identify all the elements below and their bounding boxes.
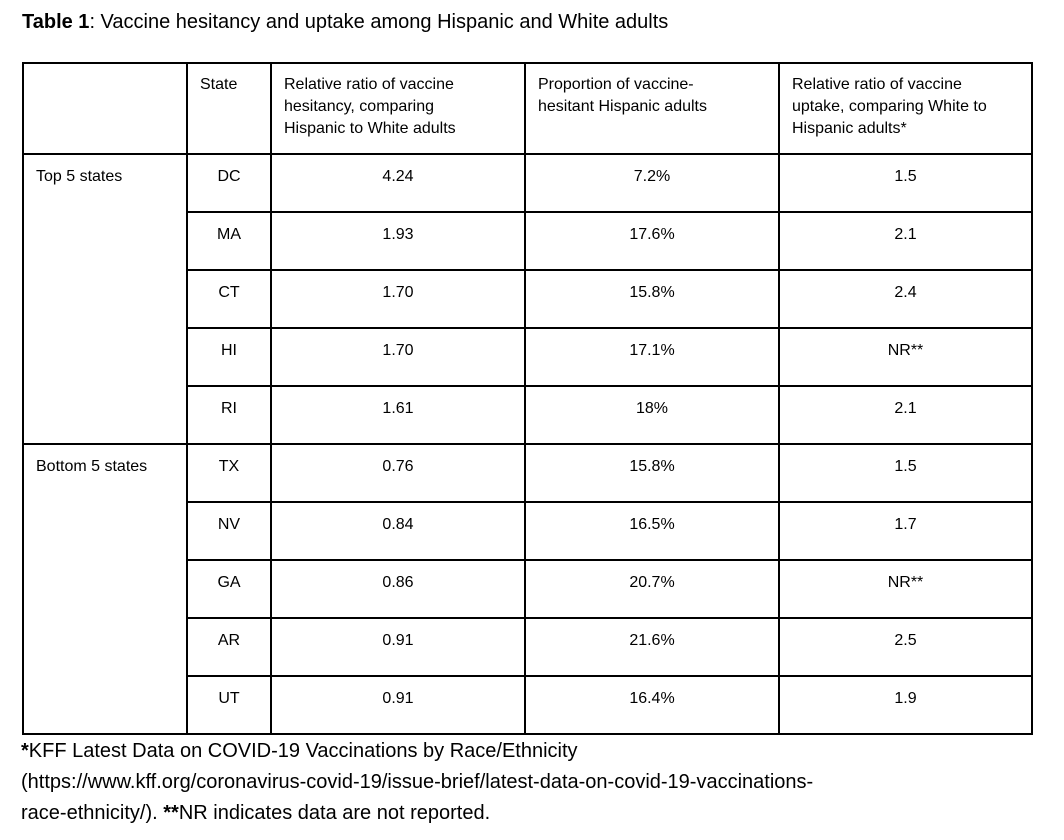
footnote-source-text: KFF Latest Data on COVID-19 Vaccinations… [28,740,578,762]
column-header-hesitant-proportion: Proportion of vaccine-hesitant Hispanic … [524,62,780,155]
column-header-state: State [186,62,272,155]
uptake-ratio-cell: 1.5 [778,443,1033,503]
table-row: GA 0.86 20.7% NR** [23,559,1033,619]
state-cell: CT [186,269,272,329]
uptake-ratio-cell: 1.5 [778,153,1033,213]
column-header-hesitancy-ratio: Relative ratio of vaccine hesitancy, com… [270,62,526,155]
uptake-ratio-cell: 2.1 [778,211,1033,271]
footnote-url-end-text: race-ethnicity/). [21,802,164,824]
hesitancy-ratio-cell: 0.84 [270,501,526,561]
hesitant-proportion-cell: 16.5% [524,501,780,561]
footnote-double-asterisk: ** [163,802,179,824]
hesitancy-ratio-cell: 1.61 [270,385,526,445]
state-cell: DC [186,153,272,213]
hesitancy-ratio-cell: 1.93 [270,211,526,271]
footnote-url-text: (https://www.kff.org/coronavirus-covid-1… [21,771,814,793]
uptake-ratio-cell: NR** [778,327,1033,387]
table-row: RI 1.61 18% 2.1 [23,385,1033,445]
state-cell: RI [186,385,272,445]
uptake-ratio-cell: 2.1 [778,385,1033,445]
footnote-line: *KFF Latest Data on COVID-19 Vaccination… [21,736,1055,767]
table-row: HI 1.70 17.1% NR** [23,327,1033,387]
hesitant-proportion-cell: 15.8% [524,443,780,503]
table-row: MA 1.93 17.6% 2.1 [23,211,1033,271]
state-cell: GA [186,559,272,619]
table-row: Bottom 5 states TX 0.76 15.8% 1.5 [22,443,1033,735]
uptake-ratio-cell: 2.4 [778,269,1033,329]
table-row: Top 5 states DC 4.24 7.2% 1.5 [22,153,1033,445]
state-cell: NV [186,501,272,561]
hesitancy-ratio-cell: 1.70 [270,327,526,387]
footnote: *KFF Latest Data on COVID-19 Vaccination… [21,736,1055,829]
hesitant-proportion-cell: 16.4% [524,675,780,735]
table-row: AR 0.91 21.6% 2.5 [23,617,1033,677]
hesitancy-ratio-cell: 0.91 [270,617,526,677]
hesitant-proportion-cell: 17.6% [524,211,780,271]
hesitant-proportion-cell: 15.8% [524,269,780,329]
group-cell-bottom5: Bottom 5 states [22,443,188,735]
header-row: State Relative ratio of vaccine hesitanc… [22,62,1033,155]
column-header-uptake-ratio: Relative ratio of vaccine uptake, compar… [778,62,1033,155]
table-row: CT 1.70 15.8% 2.4 [23,269,1033,329]
table-title-label: Table 1 [22,11,90,33]
hesitancy-ratio-cell: 0.91 [270,675,526,735]
column-header-group [22,62,188,155]
group-cell-top5: Top 5 states [22,153,188,445]
hesitancy-ratio-cell: 1.70 [270,269,526,329]
hesitant-proportion-cell: 21.6% [524,617,780,677]
state-cell: MA [186,211,272,271]
uptake-ratio-cell: 1.9 [778,675,1033,735]
table-title-text: : Vaccine hesitancy and uptake among His… [89,11,669,33]
footnote-nr-text: NR indicates data are not reported. [178,802,491,824]
table-row: UT 0.91 16.4% 1.9 [23,675,1033,735]
state-cell: TX [186,443,272,503]
state-cell: AR [186,617,272,677]
hesitant-proportion-cell: 17.1% [524,327,780,387]
uptake-ratio-cell: 1.7 [778,501,1033,561]
hesitant-proportion-cell: 7.2% [524,153,780,213]
footnote-line: race-ethnicity/). **NR indicates data ar… [21,798,1055,829]
state-cell: UT [186,675,272,735]
uptake-ratio-cell: 2.5 [778,617,1033,677]
vaccine-table: State Relative ratio of vaccine hesitanc… [22,62,1033,735]
footnote-line: (https://www.kff.org/coronavirus-covid-1… [21,767,1055,798]
uptake-ratio-cell: NR** [778,559,1033,619]
hesitant-proportion-cell: 20.7% [524,559,780,619]
hesitant-proportion-cell: 18% [524,385,780,445]
table-title: Table 1: Vaccine hesitancy and uptake am… [22,8,668,36]
table-row: NV 0.84 16.5% 1.7 [23,501,1033,561]
footnote-asterisk: * [21,740,29,762]
hesitancy-ratio-cell: 0.86 [270,559,526,619]
hesitancy-ratio-cell: 0.76 [270,443,526,503]
hesitancy-ratio-cell: 4.24 [270,153,526,213]
state-cell: HI [186,327,272,387]
